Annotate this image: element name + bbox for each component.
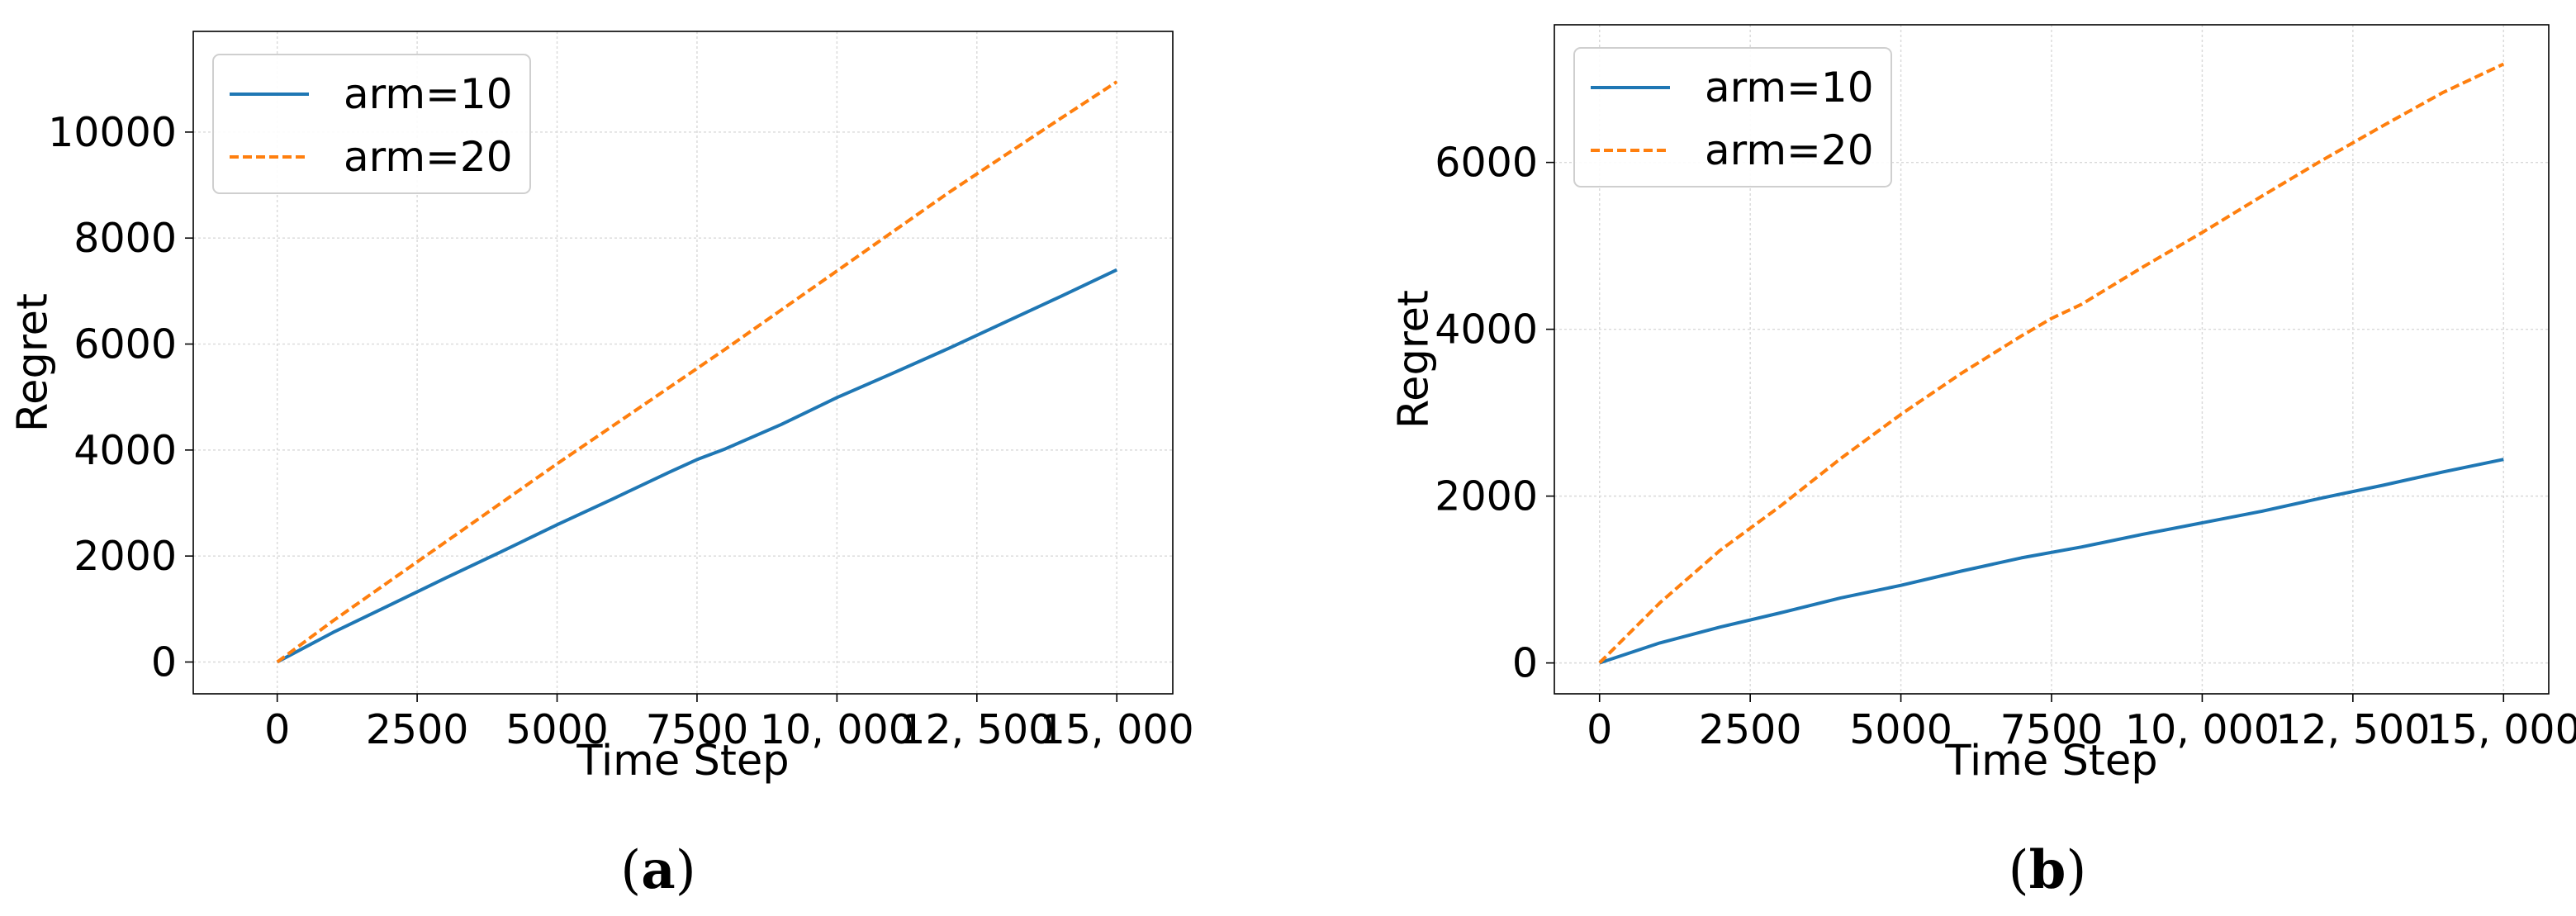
chart-a-plot-frame: [192, 31, 1174, 695]
chart-b-panel-letter: b: [2029, 839, 2066, 901]
chart-b-y-ticks: 0 2000 4000 6000: [1435, 140, 1554, 687]
chart-a-series-line-0: [276, 268, 1118, 664]
chart-b-series: [1598, 62, 2505, 665]
chart-b-y-tick-label-3: 6000: [1435, 140, 1538, 187]
chart-a-x-tick-label-6: 15, 000: [1040, 706, 1194, 753]
chart-a-y-tick-label-3: 6000: [74, 321, 177, 368]
chart-b-x-tick-label-0: 0: [1587, 706, 1612, 753]
chart-a-y-tick-label-2: 4000: [74, 427, 177, 474]
chart-a-x-axis-label: Time Step: [576, 737, 789, 785]
chart-a-series: [276, 80, 1118, 664]
chart-b-y-tick-label-0: 0: [1512, 640, 1538, 687]
chart-b-legend-label-arm20: arm=20: [1705, 126, 1874, 174]
chart-b-x-tick-label-6: 15, 000: [2427, 706, 2576, 753]
chart-a-series-line-1: [276, 80, 1118, 664]
chart-b-y-tick-label-2: 4000: [1435, 306, 1538, 354]
chart-b-y-tick-label-1: 2000: [1435, 473, 1538, 520]
chart-b-x-tick-label-2: 5000: [1849, 706, 1952, 753]
chart-a-y-tick-label-0: 0: [151, 639, 177, 686]
chart-a-legend-label-arm10: arm=10: [344, 70, 513, 118]
chart-b-x-tick-label-1: 2500: [1699, 706, 1802, 753]
chart-b-legend-label-arm10: arm=10: [1705, 64, 1874, 112]
chart-a-panel-letter: a: [641, 839, 675, 901]
chart-a-y-tick-label-4: 8000: [74, 215, 177, 262]
chart-b-panel-label: (b): [2009, 839, 2087, 901]
chart-b-x-tick-label-4: 10, 000: [2125, 706, 2279, 753]
chart-b-x-axis-label: Time Step: [1944, 737, 2157, 785]
chart-b-legend-box: [1573, 47, 1892, 187]
chart-a-legend-label-arm20: arm=20: [344, 133, 513, 181]
chart-b-x-tick-label-5: 12, 500: [2275, 706, 2430, 753]
chart-a-x-tick-label-4: 10, 000: [760, 706, 914, 753]
chart-a-panel-label: (a): [620, 839, 695, 901]
chart-a-x-tick-label-0: 0: [264, 706, 290, 753]
chart-b-series-line-1: [1598, 62, 2505, 665]
chart-a-y-tick-label-5: 10000: [48, 109, 177, 156]
chart-a-legend-box: [212, 54, 531, 194]
chart-a-y-tick-label-1: 2000: [74, 533, 177, 580]
chart-b-x-tick-label-3: 7500: [2000, 706, 2104, 753]
chart-a-y-ticks: 0 2000 4000 6000 8000 10000: [48, 109, 193, 686]
chart-a-y-axis-label: Regret: [9, 293, 58, 432]
chart-a-x-tick-label-1: 2500: [366, 706, 469, 753]
chart-a-x-tick-label-2: 5000: [505, 706, 609, 753]
chart-a-x-tick-label-3: 7500: [646, 706, 749, 753]
chart-a-legend: arm=10 arm=20: [212, 54, 531, 194]
chart-b-series-line-0: [1599, 458, 2504, 665]
chart-b-y-axis-label: Regret: [1390, 290, 1439, 429]
chart-a-x-tick-label-5: 12, 500: [899, 706, 1054, 753]
chart-b-legend: arm=10 arm=20: [1573, 47, 1892, 187]
